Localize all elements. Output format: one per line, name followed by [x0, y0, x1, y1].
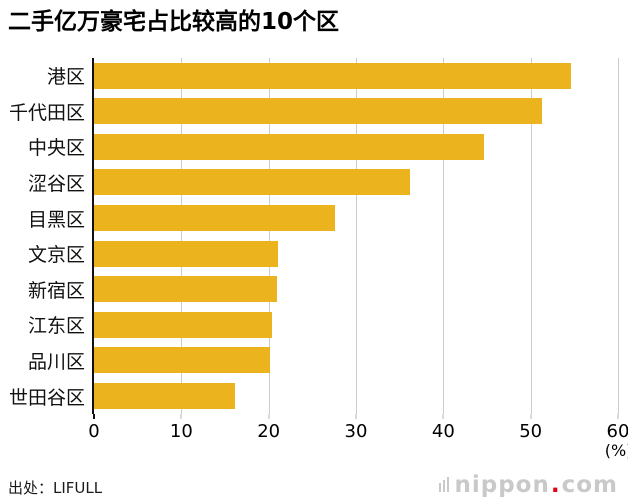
nippon-com-logo: nippon . com: [439, 472, 618, 498]
category-label: 品川区: [27, 350, 85, 373]
x-axis-tick: [617, 413, 619, 419]
bar-row: [94, 129, 618, 165]
bar: [94, 98, 543, 125]
bar-row: [94, 236, 618, 272]
category-label-column: 港区千代田区中央区涩谷区目黑区文京区新宿区江东区品川区世田谷区: [8, 58, 92, 414]
category-label: 文京区: [27, 244, 85, 267]
category-label: 新宿区: [27, 279, 85, 302]
logo-dot-icon: .: [550, 471, 561, 498]
bar: [94, 383, 235, 410]
logo-name: nippon: [454, 471, 550, 498]
gridline: [443, 57, 445, 414]
logo-bars-icon: [439, 476, 450, 492]
bar: [94, 311, 273, 338]
chart-title: 二手亿万豪宅占比较高的10个区: [8, 9, 340, 35]
bar: [94, 276, 277, 303]
x-axis-tick: [180, 413, 182, 419]
bar: [94, 62, 571, 89]
bar-row: [94, 58, 618, 94]
bar-row: [94, 165, 618, 201]
category-label: 目黑区: [27, 208, 85, 231]
x-axis: 0 10 20 30 40 50 60(%): [88, 413, 628, 460]
x-tick-label: 60: [606, 420, 628, 442]
gridline: [618, 57, 619, 414]
x-axis-tick: [93, 413, 95, 419]
bar-row: [94, 307, 618, 343]
footer: 出处：LIFULL nippon . com: [8, 472, 618, 498]
x-tick-label: 50: [519, 420, 543, 442]
category-label: 江东区: [27, 315, 85, 338]
plot-area: [92, 57, 619, 414]
x-tick-label: 10: [169, 420, 193, 442]
category-label: 千代田区: [8, 101, 85, 124]
bar-row: [94, 93, 618, 129]
gridline: [356, 57, 357, 414]
x-axis-tick: [268, 413, 270, 419]
bar-row: [94, 200, 618, 236]
logo-tld: com: [561, 471, 618, 498]
gridline: [181, 57, 183, 414]
source-label: 出处：LIFULL: [8, 478, 103, 497]
category-label: 涩谷区: [27, 172, 85, 195]
bar: [94, 133, 485, 160]
bar-row: [94, 378, 618, 414]
bar-chart: 港区千代田区中央区涩谷区目黑区文京区新宿区江东区品川区世田谷区: [8, 57, 619, 414]
bar: [94, 347, 271, 374]
bar-row: [94, 271, 618, 307]
bar: [94, 240, 279, 267]
bar-row: [94, 343, 618, 379]
category-label: 世田谷区: [8, 386, 85, 409]
x-tick-label: 40: [431, 420, 455, 442]
gridline: [268, 57, 270, 414]
x-axis-tick: [530, 413, 532, 419]
x-tick-label: 20: [257, 420, 281, 442]
bar: [94, 205, 336, 232]
category-label: 中央区: [27, 137, 85, 160]
x-axis-tick: [355, 413, 357, 419]
x-axis-unit-label: (%): [604, 440, 628, 460]
category-label: 港区: [46, 66, 85, 89]
bar: [94, 169, 411, 196]
x-axis-tick: [442, 413, 444, 419]
x-tick-label: 0: [88, 420, 100, 442]
gridline: [530, 57, 532, 414]
x-tick-label: 30: [344, 420, 368, 442]
